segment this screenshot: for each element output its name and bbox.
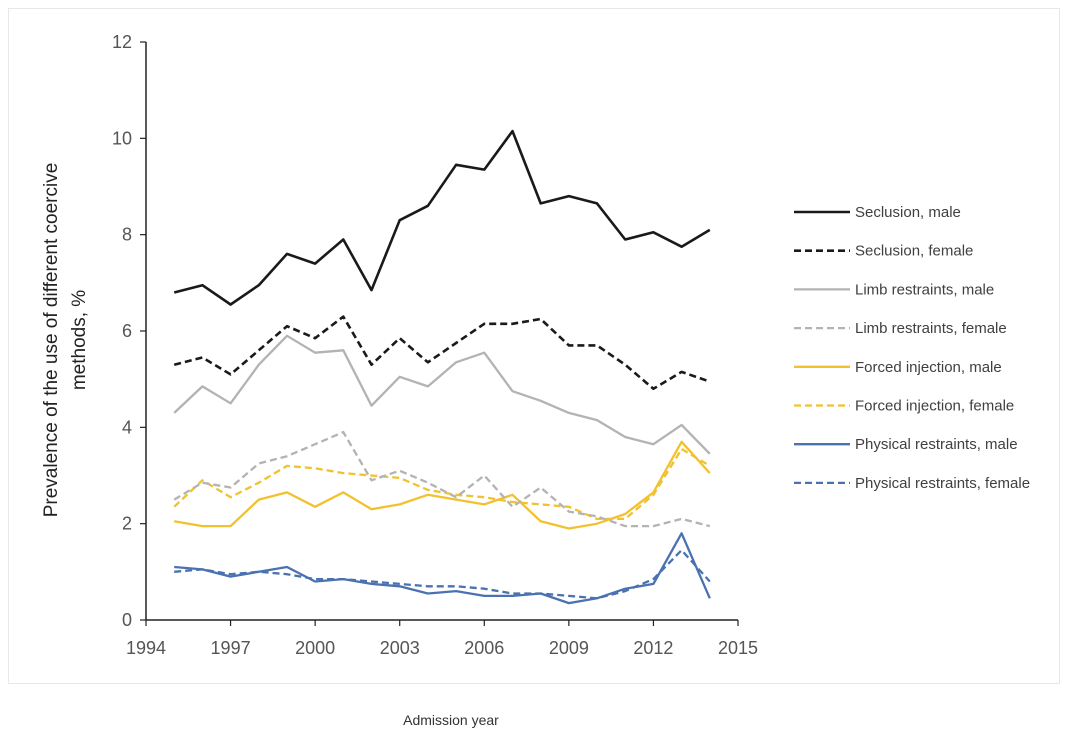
x-tick-label: 2000 xyxy=(295,638,335,658)
x-tick-label: 2003 xyxy=(380,638,420,658)
y-axis-title-line-1: Prevalence of the use of different coerc… xyxy=(41,163,62,518)
series-line-8 xyxy=(174,549,711,600)
y-tick-label: 4 xyxy=(122,417,132,437)
x-axis-title: Admission year xyxy=(403,712,499,728)
y-axis-title-line-2: methods, % xyxy=(69,290,90,390)
x-tick-label: 2015 xyxy=(718,638,758,658)
chart-frame xyxy=(8,8,1060,684)
x-tick-label: 2012 xyxy=(633,638,673,658)
y-tick-label: 10 xyxy=(112,128,132,148)
y-tick-label: 6 xyxy=(122,321,132,341)
y-tick-label: 12 xyxy=(112,32,132,52)
y-tick-label: 8 xyxy=(122,225,132,245)
x-tick-label: 1997 xyxy=(211,638,251,658)
series-layer xyxy=(173,129,711,605)
x-tick-label: 2006 xyxy=(464,638,504,658)
series-line-1 xyxy=(173,129,711,306)
legend-label-3: Limb restraints, male xyxy=(855,281,994,298)
axes: 0 2 4 6 8 10 12 1994 1997 2000 2003 2006 2009 2012 201… xyxy=(112,32,758,658)
y-tick-label: 2 xyxy=(122,514,132,534)
series-line-5 xyxy=(174,440,711,530)
series-line-7 xyxy=(174,532,711,605)
legend-label-5: Forced injection, male xyxy=(855,359,1002,376)
legend-label-8: Physical restraints, female xyxy=(855,475,1030,492)
legend-label-7: Physical restraints, male xyxy=(855,436,1018,453)
legend-label-4: Limb restraints, female xyxy=(855,320,1007,337)
legend: Seclusion, male Seclusion, female Limb res… xyxy=(794,204,1030,492)
series-line-2 xyxy=(173,315,711,391)
series-line-6 xyxy=(173,447,711,521)
legend-label-2: Seclusion, female xyxy=(855,243,973,260)
y-tick-label: 0 xyxy=(122,610,132,630)
x-tick-label: 2009 xyxy=(549,638,589,658)
series-line-4 xyxy=(173,430,711,528)
series-line-3 xyxy=(173,334,711,455)
legend-label-1: Seclusion, male xyxy=(855,204,961,221)
legend-label-6: Forced injection, female xyxy=(855,398,1014,415)
x-tick-label: 1994 xyxy=(126,638,166,658)
